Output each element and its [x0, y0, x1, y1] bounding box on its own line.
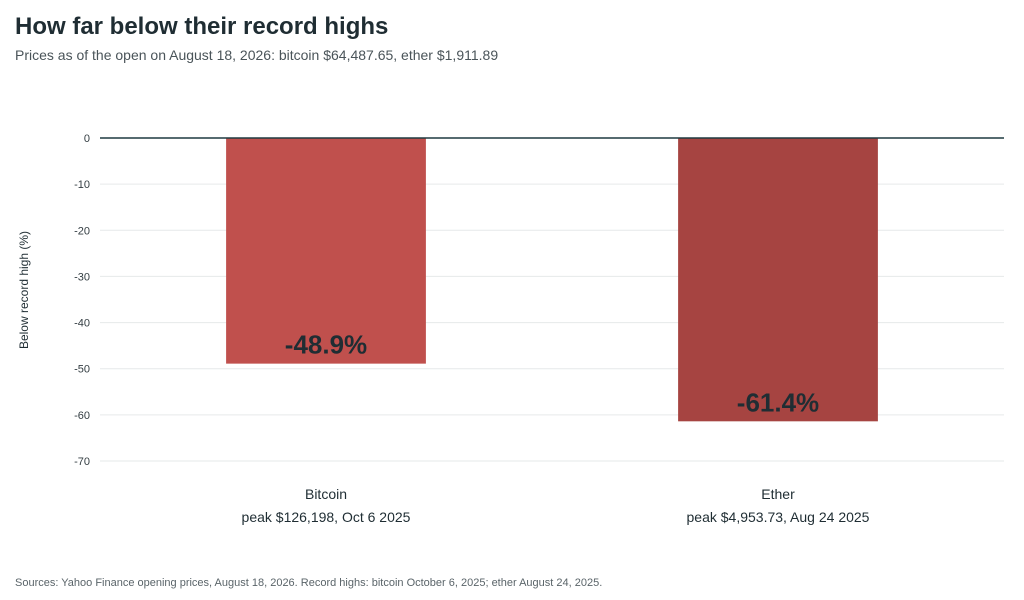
y-tick-label: -10	[74, 179, 90, 191]
data-label-bitcoin: -48.9%	[285, 330, 367, 360]
y-tick-label: 0	[84, 133, 90, 145]
category-name-bitcoin: Bitcoin	[305, 486, 347, 502]
category-detail-bitcoin: peak $126,198, Oct 6 2025	[242, 509, 411, 525]
category-name-ether: Ether	[761, 486, 795, 502]
bar-ether	[678, 138, 878, 422]
y-tick-label: -40	[74, 318, 90, 330]
y-axis-ticks: 0 -10 -20 -30 -40 -50 -60 -70	[74, 133, 90, 468]
chart-subtitle: Prices as of the open on August 18, 2026…	[15, 47, 499, 63]
category-detail-ether: peak $4,953.73, Aug 24 2025	[687, 509, 870, 525]
y-axis-label: Below record high (%)	[17, 231, 31, 349]
bar-bitcoin	[226, 138, 426, 364]
data-label-ether: -61.4%	[737, 387, 819, 417]
source-note: Sources: Yahoo Finance opening prices, A…	[15, 577, 603, 589]
y-tick-label: -60	[74, 410, 90, 422]
y-tick-label: -20	[74, 225, 90, 237]
y-tick-label: -50	[74, 364, 90, 376]
category-labels: Bitcoin peak $126,198, Oct 6 2025 Ether pea…	[242, 486, 870, 525]
bars: -48.9% -61.4%	[226, 138, 878, 422]
chart-title: How far below their record highs	[15, 13, 389, 40]
y-tick-label: -30	[74, 271, 90, 283]
y-tick-label: -70	[74, 456, 90, 468]
